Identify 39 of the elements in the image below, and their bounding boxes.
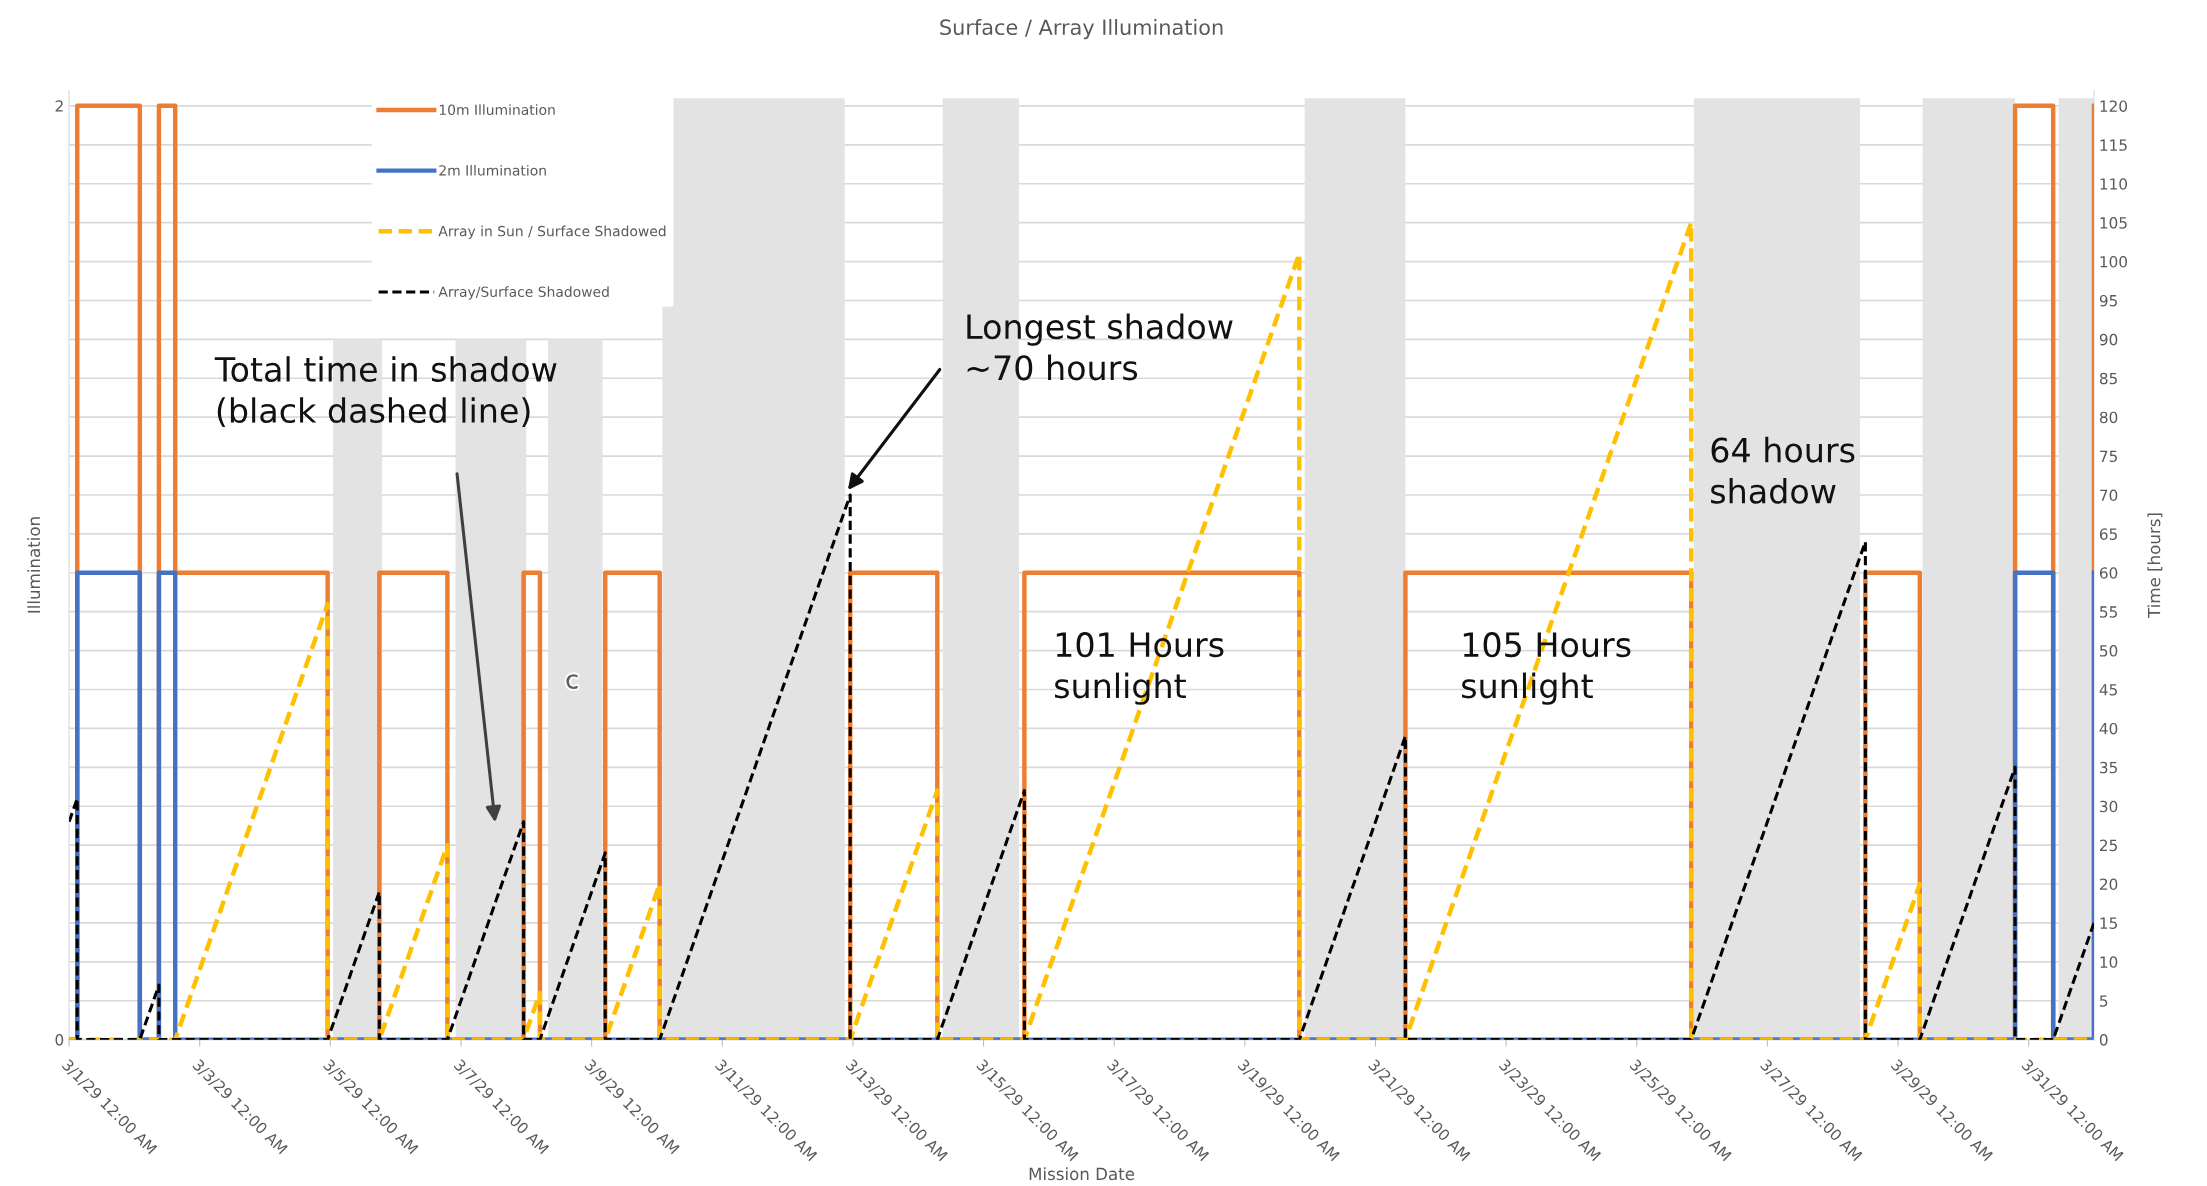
annotation: Longest shadow ~70 hours xyxy=(967,313,1233,381)
y2-tick-label: 115 xyxy=(2100,139,2127,151)
y2-tick-label: 60 xyxy=(2099,567,2118,579)
chart-title: Surface / Array Illumination xyxy=(940,18,1223,40)
y2-tick-label: 25 xyxy=(2099,839,2117,852)
annotation: 64 hours shadow xyxy=(1711,436,1855,504)
y2-tick-label: 110 xyxy=(2100,178,2128,190)
y2-tick-label: 35 xyxy=(2100,761,2117,774)
y2-tick-label: 45 xyxy=(2099,684,2117,696)
y2-tick-label: 50 xyxy=(2100,645,2118,657)
y2-tick-label: 85 xyxy=(2099,372,2117,385)
y2-tick-label: 55 xyxy=(2100,606,2117,618)
x-axis-title: Mission Date xyxy=(1029,1167,1135,1181)
y2-tick-label: 20 xyxy=(2099,878,2118,891)
legend-label: Array in Sun / Surface Shadowed xyxy=(438,225,666,240)
y2-tick-label: 80 xyxy=(2099,411,2118,424)
annotation: c xyxy=(566,674,578,689)
y-tick-label: 2 xyxy=(55,100,63,112)
legend-label: 2m Illumination xyxy=(439,164,546,176)
y2-tick-label: 90 xyxy=(2099,333,2118,346)
y2-tick-label: 30 xyxy=(2100,800,2118,813)
y2-tick-label: 75 xyxy=(2100,450,2117,463)
y2-axis-title: Time [hours] xyxy=(2147,513,2163,619)
legend-label: 10m Illumination xyxy=(439,104,555,116)
annotation: 101 Hours sunlight xyxy=(1055,632,1224,705)
annotation: Total time in shadow (black dashed line) xyxy=(214,356,557,428)
y-axis-title: Illumination xyxy=(27,517,41,613)
y2-tick-label: 95 xyxy=(2099,294,2117,307)
y2-tick-label: 105 xyxy=(2100,217,2127,229)
y2-tick-label: 5 xyxy=(2100,995,2108,1007)
y2-tick-label: 15 xyxy=(2100,917,2117,929)
y2-tick-label: 70 xyxy=(2100,489,2118,501)
y2-tick-label: 0 xyxy=(2099,1034,2108,1046)
y2-tick-label: 100 xyxy=(2100,256,2128,268)
y2-tick-label: 120 xyxy=(2100,100,2128,112)
legend-label: Array/Surface Shadowed xyxy=(438,286,609,300)
y2-tick-label: 10 xyxy=(2100,956,2118,968)
y2-tick-label: 40 xyxy=(2099,722,2118,735)
y2-tick-label: 65 xyxy=(2099,528,2117,540)
